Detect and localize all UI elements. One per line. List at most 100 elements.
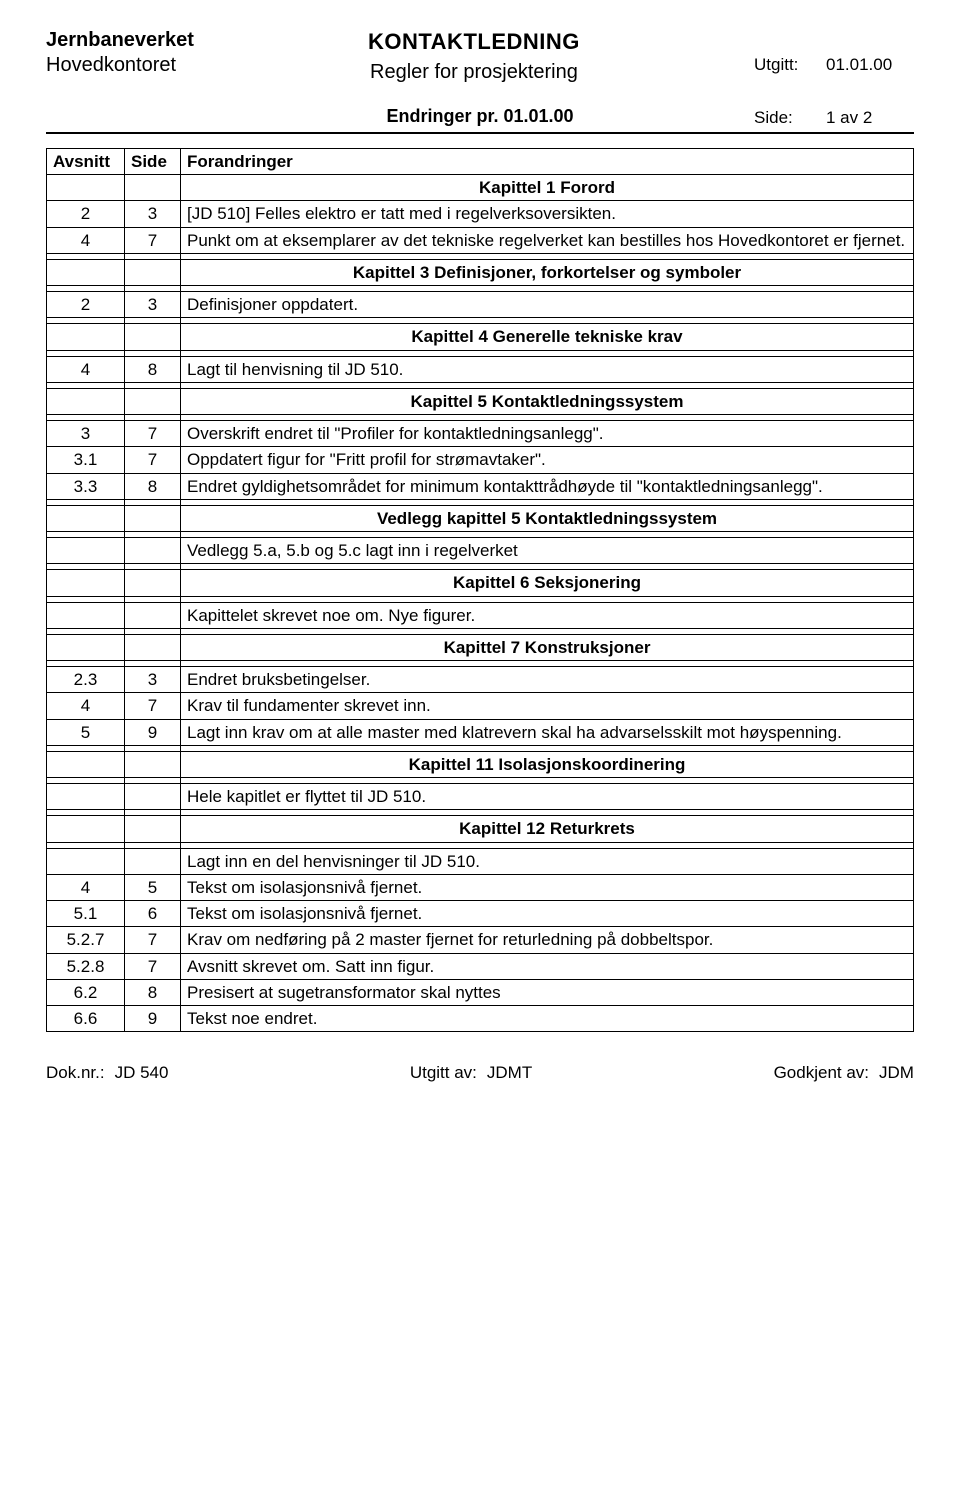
godkjent-av-label: Godkjent av: <box>774 1062 869 1083</box>
cell-avsnitt: 3 <box>47 421 125 447</box>
cell-change-text: Overskrift endret til "Profiler for kont… <box>181 421 914 447</box>
table-row: Kapittel 11 Isolasjonskoordinering <box>47 751 914 777</box>
chapter-title-cell: Vedlegg kapittel 5 Kontaktledningssystem <box>181 505 914 531</box>
cell-change-text: Tekst om isolasjonsnivå fjernet. <box>181 901 914 927</box>
table-row: Kapittel 4 Generelle tekniske krav <box>47 324 914 350</box>
utgitt-label: Utgitt: <box>754 54 816 75</box>
cell-change-text: Tekst noe endret. <box>181 1006 914 1032</box>
doknr-label: Dok.nr.: <box>46 1062 105 1083</box>
cell-change-text: Lagt inn en del henvisninger til JD 510. <box>181 848 914 874</box>
cell-change-text: Lagt inn krav om at alle master med klat… <box>181 719 914 745</box>
chapter-title-cell: Kapittel 4 Generelle tekniske krav <box>181 324 914 350</box>
doc-title: KONTAKTLEDNING <box>194 28 754 56</box>
doc-subtitle: Regler for prosjektering <box>194 60 754 85</box>
table-row: Kapittel 1 Forord <box>47 175 914 201</box>
chapter-title-cell: Kapittel 7 Konstruksjoner <box>181 634 914 660</box>
table-row: Kapittelet skrevet noe om. Nye figurer. <box>47 602 914 628</box>
cell-side: 7 <box>125 227 181 253</box>
side-line: Side: 1 av 2 <box>754 107 914 128</box>
col-header-side: Side <box>125 148 181 174</box>
table-row: 47Krav til fundamenter skrevet inn. <box>47 693 914 719</box>
table-row: 2.33Endret bruksbetingelser. <box>47 667 914 693</box>
cell-side: 9 <box>125 719 181 745</box>
chapter-title-cell: Kapittel 6 Seksjonering <box>181 570 914 596</box>
cell-side: 9 <box>125 1006 181 1032</box>
header-right: Utgitt: 01.01.00 <box>754 28 914 75</box>
table-row: Kapittel 12 Returkrets <box>47 816 914 842</box>
cell-change-text: Punkt om at eksemplarer av det tekniske … <box>181 227 914 253</box>
cell-change-text: Lagt til henvisning til JD 510. <box>181 356 914 382</box>
cell-change-text: Tekst om isolasjonsnivå fjernet. <box>181 874 914 900</box>
header-left: Jernbaneverket Hovedkontoret <box>46 28 194 78</box>
table-row: 5.16Tekst om isolasjonsnivå fjernet. <box>47 901 914 927</box>
cell-avsnitt <box>47 848 125 874</box>
cell-change-text: Oppdatert figur for "Fritt profil for st… <box>181 447 914 473</box>
cell-change-text: Vedlegg 5.a, 5.b og 5.c lagt inn i regel… <box>181 538 914 564</box>
cell-avsnitt <box>47 538 125 564</box>
table-row: 45Tekst om isolasjonsnivå fjernet. <box>47 874 914 900</box>
chapter-title-cell: Kapittel 5 Kontaktledningssystem <box>181 388 914 414</box>
table-row: Vedlegg 5.a, 5.b og 5.c lagt inn i regel… <box>47 538 914 564</box>
table-header-row: Avsnitt Side Forandringer <box>47 148 914 174</box>
subheader: Endringer pr. 01.01.00 Side: 1 av 2 <box>46 103 914 128</box>
cell-change-text: Presisert at sugetransformator skal nytt… <box>181 979 914 1005</box>
cell-avsnitt: 4 <box>47 227 125 253</box>
cell-side <box>125 848 181 874</box>
cell-side: 7 <box>125 693 181 719</box>
table-row: Kapittel 3 Definisjoner, forkortelser og… <box>47 259 914 285</box>
cell-side: 7 <box>125 421 181 447</box>
utgitt-av-label: Utgitt av: <box>410 1062 477 1083</box>
changes-title: Endringer pr. 01.01.00 <box>206 105 754 128</box>
table-row: 23[JD 510] Felles elektro er tatt med i … <box>47 201 914 227</box>
cell-side: 7 <box>125 927 181 953</box>
footer-doknr: Dok.nr.: JD 540 <box>46 1062 168 1083</box>
side-label: Side: <box>754 107 816 128</box>
table-row: 37Overskrift endret til "Profiler for ko… <box>47 421 914 447</box>
cell-side <box>125 602 181 628</box>
cell-avsnitt: 6.2 <box>47 979 125 1005</box>
cell-avsnitt: 5.1 <box>47 901 125 927</box>
cell-avsnitt: 2.3 <box>47 667 125 693</box>
table-row: Kapittel 6 Seksjonering <box>47 570 914 596</box>
header-divider <box>46 132 914 134</box>
chapter-title-cell: Kapittel 11 Isolasjonskoordinering <box>181 751 914 777</box>
utgitt-value: 01.01.00 <box>826 54 892 75</box>
table-row: 59Lagt inn krav om at alle master med kl… <box>47 719 914 745</box>
table-row: 23Definisjoner oppdatert. <box>47 292 914 318</box>
cell-change-text: [JD 510] Felles elektro er tatt med i re… <box>181 201 914 227</box>
cell-side: 3 <box>125 292 181 318</box>
table-row: 48Lagt til henvisning til JD 510. <box>47 356 914 382</box>
cell-change-text: Endret bruksbetingelser. <box>181 667 914 693</box>
cell-avsnitt <box>47 784 125 810</box>
cell-side: 6 <box>125 901 181 927</box>
cell-change-text: Definisjoner oppdatert. <box>181 292 914 318</box>
cell-side <box>125 538 181 564</box>
cell-avsnitt: 3.3 <box>47 473 125 499</box>
cell-side: 8 <box>125 356 181 382</box>
table-row: Kapittel 7 Konstruksjoner <box>47 634 914 660</box>
cell-avsnitt: 4 <box>47 693 125 719</box>
table-row: 6.69Tekst noe endret. <box>47 1006 914 1032</box>
cell-change-text: Kapittelet skrevet noe om. Nye figurer. <box>181 602 914 628</box>
cell-side: 8 <box>125 473 181 499</box>
godkjent-av-value: JDM <box>879 1062 914 1083</box>
cell-side: 3 <box>125 201 181 227</box>
table-row: 5.2.87Avsnitt skrevet om. Satt inn figur… <box>47 953 914 979</box>
footer-utgitt-av: Utgitt av: JDMT <box>410 1062 532 1083</box>
cell-avsnitt: 2 <box>47 292 125 318</box>
cell-avsnitt: 5.2.7 <box>47 927 125 953</box>
cell-avsnitt: 2 <box>47 201 125 227</box>
table-row: 3.38Endret gyldighetsområdet for minimum… <box>47 473 914 499</box>
cell-side <box>125 784 181 810</box>
cell-side: 8 <box>125 979 181 1005</box>
cell-avsnitt: 4 <box>47 356 125 382</box>
footer: Dok.nr.: JD 540 Utgitt av: JDMT Godkjent… <box>46 1062 914 1083</box>
doknr-value: JD 540 <box>115 1062 169 1083</box>
table-row: 6.28Presisert at sugetransformator skal … <box>47 979 914 1005</box>
chapter-title-cell: Kapittel 1 Forord <box>181 175 914 201</box>
office-name: Hovedkontoret <box>46 53 194 78</box>
header-center: KONTAKTLEDNING Regler for prosjektering <box>194 28 754 85</box>
org-name: Jernbaneverket <box>46 28 194 53</box>
cell-change-text: Endret gyldighetsområdet for minimum kon… <box>181 473 914 499</box>
cell-change-text: Krav til fundamenter skrevet inn. <box>181 693 914 719</box>
